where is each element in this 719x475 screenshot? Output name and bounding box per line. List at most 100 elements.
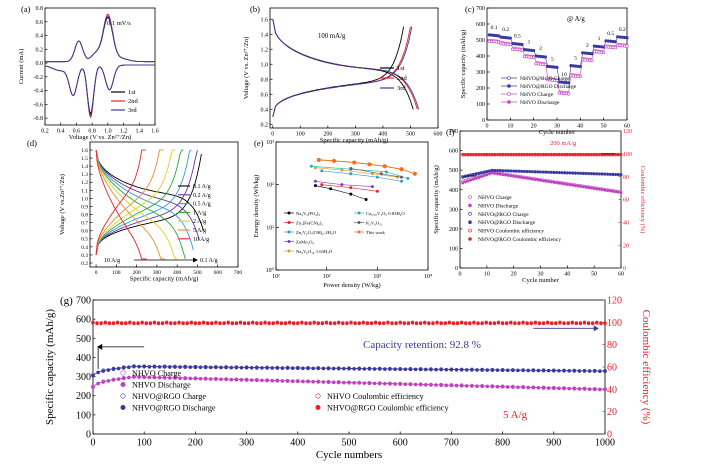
plot-frame xyxy=(89,141,239,268)
capacity-point xyxy=(461,175,465,179)
y-tick-label: 700 xyxy=(476,6,485,12)
long-capacity-point xyxy=(603,369,607,374)
x-tick-label: 40 xyxy=(564,272,570,278)
ragone-point xyxy=(370,185,374,189)
x-tick-label: 500 xyxy=(193,270,202,276)
capacity-point xyxy=(490,169,494,172)
long-ce-point xyxy=(550,321,554,325)
capacity-point xyxy=(582,172,585,175)
long-capacity-point xyxy=(500,385,505,389)
legend-label: 3rd xyxy=(128,107,137,114)
long-ce-point xyxy=(205,321,210,325)
long-capacity-point xyxy=(239,365,244,370)
legend-label: 1st xyxy=(397,65,405,72)
long-capacity-point xyxy=(582,387,587,391)
rgo-point xyxy=(555,65,559,69)
ragone-point xyxy=(340,168,344,172)
long-ce-point xyxy=(337,320,341,325)
x-tick-label: 100 xyxy=(296,132,305,138)
capacity-point xyxy=(579,172,583,175)
nhvo-point xyxy=(625,44,629,48)
long-ce-point xyxy=(509,320,513,325)
long-capacity-point xyxy=(265,366,269,370)
long-ce-point xyxy=(554,321,558,325)
capacity-point xyxy=(619,173,623,177)
panel-c: 0 10 20 30 40 50 600100200300400500600700Cycle… xyxy=(460,4,630,136)
long-capacity-point xyxy=(347,366,351,371)
ragone-line-4 xyxy=(315,167,398,178)
long-capacity-point xyxy=(193,376,198,381)
gcd-charge-2 xyxy=(272,26,413,117)
y-tick-label: 0.2 xyxy=(36,47,44,53)
y-tick-label: 10¹ xyxy=(266,225,274,231)
x-tick-label: 20 xyxy=(531,124,537,130)
capacity-point xyxy=(525,176,529,180)
capacity-point xyxy=(576,184,580,188)
y-axis-label: Voltage (V vs. Zn²⁺/Zn) xyxy=(243,37,250,100)
capacity-point xyxy=(555,171,559,175)
long-capacity-point xyxy=(137,364,141,369)
capacity-point xyxy=(472,177,475,181)
x-tick-label: 600 xyxy=(214,270,223,276)
x-tick-label: 1.2 xyxy=(120,129,128,135)
y-tick-label: 0.8 xyxy=(36,6,44,12)
long-ce-point xyxy=(255,321,259,325)
long-capacity-point xyxy=(592,387,597,392)
rate-label: 10 xyxy=(561,72,567,78)
long-capacity-point xyxy=(495,368,500,372)
legend-label: 0.2 A/g xyxy=(193,193,211,199)
ce-point xyxy=(541,152,545,156)
rgo-point xyxy=(497,34,501,38)
ce-point xyxy=(560,152,564,156)
x-tick-label: 0.2 xyxy=(41,129,49,135)
long-capacity-point xyxy=(295,366,300,371)
x-tick-label: 10¹ xyxy=(272,274,280,280)
x-tick-label: 200 xyxy=(323,132,332,138)
capacity-point xyxy=(565,183,569,186)
ce-point xyxy=(461,152,465,156)
rate-label: 2 xyxy=(586,43,589,49)
long-capacity-point xyxy=(470,368,474,372)
long-capacity-point xyxy=(521,368,525,373)
y-tick-label: 1.0 xyxy=(81,196,88,202)
long-capacity-point xyxy=(244,365,249,370)
long-capacity-point xyxy=(413,367,418,372)
ragone-point xyxy=(313,184,317,188)
long-ce-point xyxy=(570,320,574,325)
y-tick-label: 700 xyxy=(449,129,458,135)
long-capacity-point xyxy=(572,369,577,373)
annotation: 200 mA/g xyxy=(550,140,577,147)
x-tick-label: 100 xyxy=(112,270,121,276)
long-ce-point xyxy=(324,320,329,325)
long-capacity-point xyxy=(598,387,602,392)
legend-label: 2nd xyxy=(397,75,408,82)
long-capacity-point xyxy=(480,368,484,372)
capacity-point xyxy=(477,176,481,179)
ce-point xyxy=(552,152,556,156)
rate-charge-2 xyxy=(95,149,192,255)
ragone-point xyxy=(412,171,417,176)
legend-marker xyxy=(315,404,321,410)
long-ce-point xyxy=(451,321,456,325)
ce-point xyxy=(463,152,467,156)
long-capacity-point xyxy=(592,369,597,373)
long-capacity-point xyxy=(270,378,275,383)
long-capacity-point xyxy=(326,380,331,384)
x-axis-label: Specific capacity (mAh/g) xyxy=(130,276,199,283)
long-ce-point xyxy=(369,321,374,325)
y-tick-label: 100 xyxy=(449,247,458,253)
y-tick-label: 400 xyxy=(76,353,91,364)
y-tick-label: 1.3 xyxy=(81,172,88,178)
y-tick-label: 0 xyxy=(86,430,91,441)
long-capacity-point xyxy=(183,365,187,369)
long-capacity-point xyxy=(403,382,408,387)
x-tick-label: 60 xyxy=(624,124,630,130)
long-capacity-point xyxy=(434,367,438,372)
x-tick-label: 40 xyxy=(577,124,583,130)
legend-label: NHVO@RGO Discharge xyxy=(132,404,216,413)
long-capacity-point xyxy=(444,383,449,388)
long-capacity-point xyxy=(157,375,162,380)
y2-axis-label: Coulombic efficiency (%) xyxy=(639,166,646,234)
long-capacity-point xyxy=(116,377,121,381)
y-tick-label: 0.4 xyxy=(36,34,44,40)
